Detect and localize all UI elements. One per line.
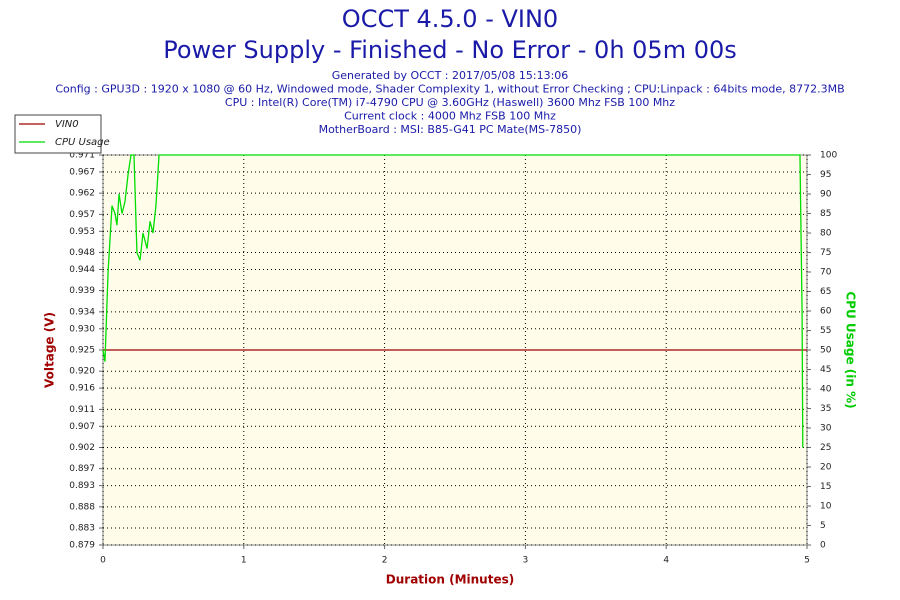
header-line: Config : GPU3D : 1920 x 1080 @ 60 Hz, Wi… — [55, 83, 844, 96]
legend-label: CPU Usage — [55, 137, 110, 148]
y2-tick-label: 5 — [820, 521, 826, 531]
x-tick-label: 4 — [663, 556, 669, 566]
y2-tick-label: 15 — [820, 482, 831, 492]
y2-tick-label: 25 — [820, 443, 831, 453]
header-line: CPU : Intel(R) Core(TM) i7-4790 CPU @ 3.… — [225, 96, 675, 109]
x-tick-label: 1 — [241, 556, 247, 566]
header-line: Current clock : 4000 Mhz FSB 100 Mhz — [344, 110, 556, 123]
y-tick-label: 0.893 — [69, 481, 95, 491]
x-tick-label: 0 — [100, 556, 106, 566]
y-tick-label: 0.897 — [69, 464, 95, 474]
y2-tick-label: 30 — [820, 424, 832, 434]
y-tick-label: 0.953 — [69, 227, 95, 237]
y2-tick-label: 40 — [820, 385, 832, 395]
y2-tick-label: 65 — [820, 287, 831, 297]
y-tick-label: 0.971 — [69, 151, 95, 161]
y-tick-label: 0.902 — [69, 443, 95, 453]
y2-tick-label: 45 — [820, 365, 831, 375]
legend-box — [14, 114, 102, 154]
y2-tick-label: 60 — [820, 307, 832, 317]
y-tick-label: 0.944 — [69, 265, 95, 275]
y2-tick-label: 75 — [820, 248, 831, 258]
y2-tick-label: 20 — [820, 463, 832, 473]
legend-label: VIN0 — [55, 119, 79, 130]
y2-tick-label: 55 — [820, 326, 831, 336]
y2-tick-label: 95 — [820, 170, 831, 180]
y2-tick-label: 80 — [820, 229, 832, 239]
series-line — [102, 154, 804, 448]
y-tick-label: 0.957 — [69, 210, 95, 220]
y-axis-title: Voltage (V) — [43, 312, 57, 388]
x-tick-label: 5 — [804, 556, 810, 566]
y2-tick-label: 10 — [820, 502, 832, 512]
chart-subtitle: Power Supply - Finished - No Error - 0h … — [163, 36, 737, 64]
y2-tick-label: 90 — [820, 190, 832, 200]
x-tick-label: 3 — [523, 556, 529, 566]
y2-tick-label: 0 — [820, 541, 826, 551]
y2-tick-label: 70 — [820, 268, 832, 278]
y2-tick-label: 50 — [820, 346, 832, 356]
y-tick-label: 0.879 — [69, 541, 95, 551]
y-tick-label: 0.888 — [69, 502, 95, 512]
header-line: Generated by OCCT : 2017/05/08 15:13:06 — [332, 69, 569, 82]
x-tick-label: 2 — [382, 556, 388, 566]
y-tick-label: 0.911 — [69, 405, 95, 415]
y-tick-label: 0.948 — [69, 248, 95, 258]
y-tick-label: 0.907 — [69, 422, 95, 432]
y-tick-label: 0.930 — [69, 324, 95, 334]
header-line: MotherBoard : MSI: B85-G41 PC Mate(MS-78… — [319, 123, 582, 136]
y2-tick-label: 85 — [820, 209, 831, 219]
x-axis-title: Duration (Minutes) — [386, 573, 514, 587]
y-tick-label: 0.967 — [69, 167, 95, 177]
y-tick-label: 0.939 — [69, 286, 95, 296]
y2-axis-title: CPU Usage (in %) — [844, 291, 858, 408]
y-tick-label: 0.934 — [69, 307, 95, 317]
y-tick-label: 0.920 — [69, 367, 95, 377]
y-tick-label: 0.883 — [69, 524, 95, 534]
y-tick-label: 0.925 — [69, 346, 95, 356]
y-tick-label: 0.916 — [69, 384, 95, 394]
y-tick-label: 0.962 — [69, 189, 95, 199]
chart-title: OCCT 4.5.0 - VIN0 — [342, 5, 558, 33]
y2-tick-label: 35 — [820, 404, 831, 414]
y2-tick-label: 100 — [820, 151, 837, 161]
